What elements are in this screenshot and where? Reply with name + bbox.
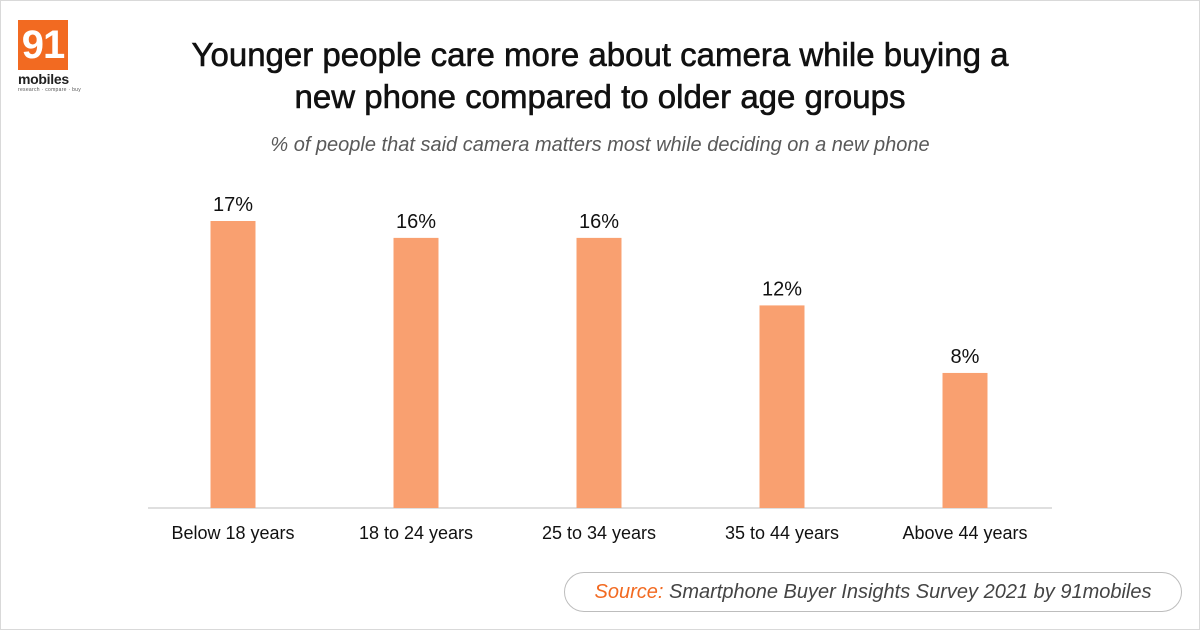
data-label-1: 17%: [213, 194, 253, 216]
data-label-3: 16%: [579, 211, 619, 233]
chart-title-line-2: new phone compared to older age groups: [294, 78, 906, 116]
logo-number: 91: [18, 20, 68, 70]
bar-1: [210, 221, 256, 508]
chart-subtitle: % of people that said camera matters mos…: [270, 134, 930, 156]
logo-tagline: research · compare · buy: [18, 87, 82, 93]
bar-4: [759, 305, 805, 508]
source-note: Source: Smartphone Buyer Insights Survey…: [564, 572, 1182, 612]
brand-logo: 91 mobiles research · compare · buy: [18, 20, 82, 93]
chart-title-line-1: Younger people care more about camera wh…: [191, 36, 1009, 74]
category-label-3: 25 to 34 years: [542, 523, 656, 543]
bar-5: [942, 372, 988, 508]
data-label-4: 12%: [762, 278, 802, 300]
source-label: Source:: [594, 581, 664, 603]
category-label-1: Below 18 years: [171, 523, 294, 543]
category-label-5: Above 44 years: [902, 523, 1027, 543]
category-label-4: 35 to 44 years: [725, 523, 839, 543]
category-label-2: 18 to 24 years: [359, 523, 473, 543]
data-label-5: 8%: [951, 346, 980, 368]
chart-title: Younger people care more about camera wh…: [100, 34, 1100, 118]
bar-3: [576, 237, 622, 508]
logo-wordmark: mobiles: [18, 71, 69, 87]
bar-2: [393, 237, 439, 508]
source-text: Smartphone Buyer Insights Survey 2021 by…: [663, 581, 1152, 603]
data-label-2: 16%: [396, 211, 436, 233]
